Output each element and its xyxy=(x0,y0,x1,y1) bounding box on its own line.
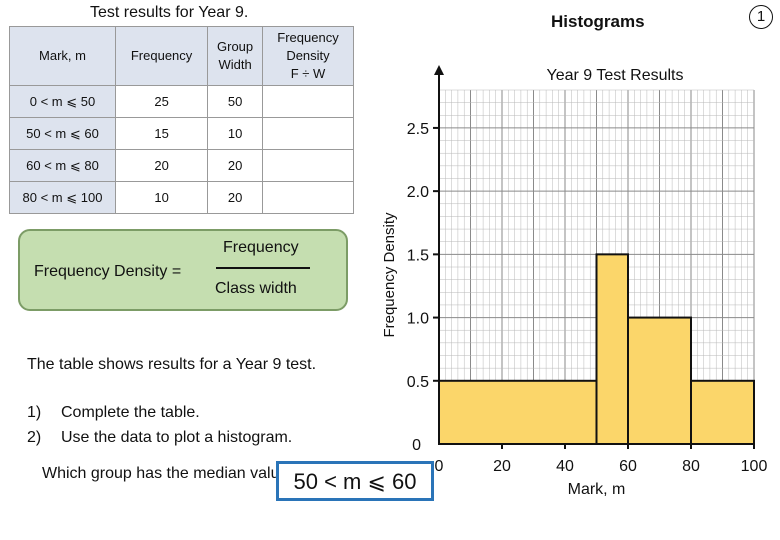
x-tick-label: 0 xyxy=(435,458,444,475)
header-mark: Mark, m xyxy=(9,26,116,86)
y-axis-label: Frequency Density xyxy=(381,212,398,338)
y-tick-label: 0.5 xyxy=(407,374,429,391)
header-fd-line1: Frequency xyxy=(277,30,339,45)
header-group-width-line1: Group xyxy=(217,39,254,54)
task-number: 2) xyxy=(27,429,42,446)
x-tick-label: 40 xyxy=(556,458,574,475)
formula-numerator: Frequency xyxy=(223,239,299,256)
histogram-bar xyxy=(438,379,598,445)
formula-label: Frequency Density = xyxy=(34,263,182,280)
task-list: 1) Complete the table. 2) Use the data to … xyxy=(27,404,292,454)
x-tick-label: 60 xyxy=(619,458,637,475)
table-row: 80 < m ⩽ 100 10 20 xyxy=(9,181,354,214)
row-width: 50 xyxy=(207,85,263,118)
y-tick-label: 1.5 xyxy=(407,247,429,264)
row-density-cell[interactable] xyxy=(262,85,354,118)
header-group-width-line2: Width xyxy=(218,57,252,72)
y-axis-arrow xyxy=(434,65,444,75)
table-row: 0 < m ⩽ 50 25 50 xyxy=(9,85,354,118)
histogram-bar xyxy=(690,379,755,445)
fraction-bar xyxy=(216,267,310,269)
row-density-cell[interactable] xyxy=(262,117,354,150)
histogram-chart: 0.5 1.0 1.5 2.0 2.5 00 20 40 60 80 100 Year 9 Test … xyxy=(381,65,768,498)
header-fd-line2: Density xyxy=(286,48,330,63)
page-number-badge: 1 xyxy=(749,5,773,29)
row-frequency: 10 xyxy=(114,181,209,214)
row-density-cell[interactable] xyxy=(262,149,354,182)
question-text: Which group has the median value? xyxy=(42,465,298,482)
y-origin-label: 0 xyxy=(412,437,421,454)
header-group-width: Group Width xyxy=(207,26,263,86)
x-axis-label: Mark, m xyxy=(568,481,626,498)
row-frequency: 25 xyxy=(114,85,209,118)
results-table: Mark, m Frequency Group Width Frequency … xyxy=(9,26,354,214)
x-tick-label: 80 xyxy=(682,458,700,475)
row-range: 80 < m ⩽ 100 xyxy=(9,181,116,214)
x-tick-label: 100 xyxy=(741,458,768,475)
table-row: 60 < m ⩽ 80 20 20 xyxy=(9,149,354,182)
row-frequency: 15 xyxy=(114,117,209,150)
x-tick-label: 20 xyxy=(493,458,511,475)
page-title: Histograms xyxy=(551,12,645,31)
table-title: Test results for Year 9. xyxy=(90,4,249,21)
header-frequency: Frequency xyxy=(114,26,209,86)
description-text: The table shows results for a Year 9 tes… xyxy=(27,356,317,373)
task-number: 1) xyxy=(27,404,42,421)
row-range: 50 < m ⩽ 60 xyxy=(9,117,116,150)
table-row: 50 < m ⩽ 60 15 10 xyxy=(9,117,354,150)
answer-box: 50 < m ⩽ 60 xyxy=(276,461,434,501)
list-item: 2) Use the data to plot a histogram. xyxy=(27,429,292,454)
task-text: Use the data to plot a histogram. xyxy=(61,429,293,446)
row-range: 0 < m ⩽ 50 xyxy=(9,85,116,118)
histogram-bar xyxy=(627,316,692,446)
row-width: 10 xyxy=(207,117,263,150)
row-frequency: 20 xyxy=(114,149,209,182)
header-fd-line3: F ÷ W xyxy=(290,66,326,81)
y-tick-label: 2.5 xyxy=(407,121,429,138)
row-width: 20 xyxy=(207,181,263,214)
y-tick-label: 2.0 xyxy=(407,184,429,201)
formula-box: Frequency Density = Frequency Class widt… xyxy=(18,229,348,311)
row-density-cell[interactable] xyxy=(262,181,354,214)
list-item: 1) Complete the table. xyxy=(27,404,292,429)
header-frequency-density: Frequency Density F ÷ W xyxy=(262,26,354,86)
row-width: 20 xyxy=(207,149,263,182)
chart-title: Year 9 Test Results xyxy=(547,67,684,84)
y-tick-label: 1.0 xyxy=(407,311,429,328)
task-text: Complete the table. xyxy=(61,404,200,421)
row-range: 60 < m ⩽ 80 xyxy=(9,149,116,182)
histogram-bar xyxy=(595,253,629,445)
formula-denominator: Class width xyxy=(215,280,297,297)
